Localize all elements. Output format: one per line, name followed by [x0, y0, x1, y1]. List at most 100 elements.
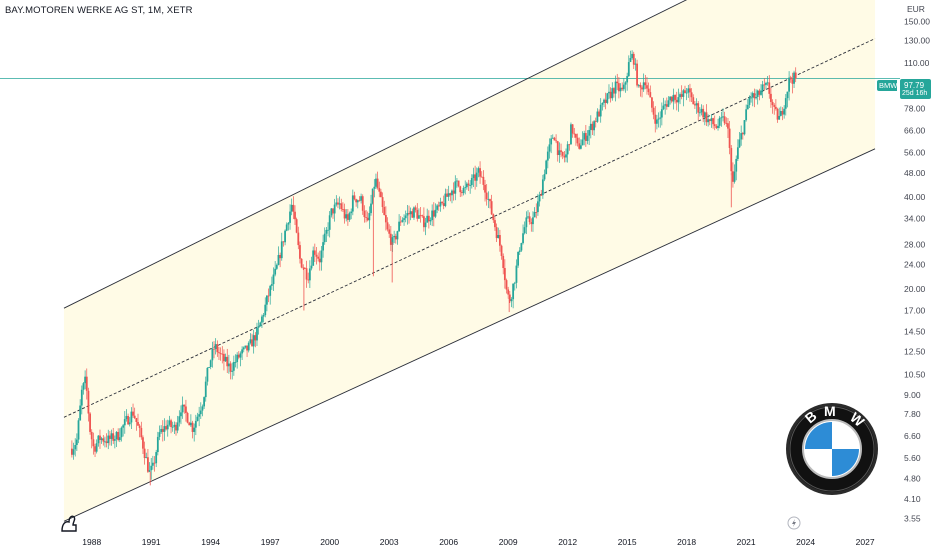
candle: [490, 194, 493, 216]
candle: [241, 346, 244, 360]
candle: [148, 462, 151, 473]
candle: [477, 166, 480, 178]
y-tick-label: 12.50: [904, 346, 926, 356]
candle: [738, 132, 741, 148]
candle: [214, 338, 217, 355]
candle: [665, 97, 668, 110]
candle: [421, 214, 424, 218]
candle: [576, 133, 579, 147]
candle: [508, 290, 511, 304]
candle: [280, 232, 283, 261]
candle: [768, 75, 771, 99]
candle: [206, 367, 209, 386]
candle: [216, 340, 219, 357]
candle: [180, 405, 182, 425]
candle: [389, 225, 392, 252]
candle: [145, 452, 148, 459]
y-tick-label: 17.00: [904, 305, 926, 315]
candle: [355, 198, 358, 207]
x-axis[interactable]: 1988 1991 1994 1997 2000 2003 2006 2009 2012 2015…: [82, 537, 875, 547]
candle: [424, 217, 427, 236]
y-tick-label: 78.00: [904, 103, 926, 113]
candle: [507, 286, 510, 299]
channel-middle-line[interactable]: [63, 38, 876, 418]
candle: [771, 99, 774, 114]
lightning-icon[interactable]: [787, 516, 801, 530]
tradingview-dino-icon[interactable]: [61, 515, 77, 532]
candle: [305, 260, 308, 288]
candle: [223, 349, 225, 371]
channel-lower-line[interactable]: [63, 148, 876, 522]
candle: [175, 422, 177, 436]
y-tick-label: 24.00: [904, 260, 926, 270]
candle: [575, 133, 577, 146]
bar-countdown: 25d 16h: [902, 90, 928, 97]
candle: [318, 250, 321, 271]
candle: [201, 404, 204, 417]
candle: [204, 376, 207, 402]
candle: [142, 435, 144, 454]
candle: [426, 208, 429, 223]
candle: [624, 81, 627, 93]
candle: [234, 354, 237, 368]
candle: [356, 199, 359, 209]
x-tick-label: 2024: [796, 537, 815, 547]
candle: [670, 96, 673, 104]
candle: [294, 205, 296, 225]
candle: [135, 417, 138, 431]
y-tick-label: 66.00: [904, 126, 926, 136]
candle: [619, 83, 622, 98]
candle: [95, 439, 98, 454]
candle: [178, 410, 181, 427]
candle: [221, 346, 224, 364]
candle: [236, 352, 239, 369]
candle: [246, 345, 248, 358]
candle: [287, 222, 290, 231]
candle: [636, 59, 638, 88]
candle: [199, 402, 202, 419]
candle: [112, 427, 115, 445]
candle: [358, 196, 361, 202]
candle: [651, 97, 653, 113]
candle: [173, 421, 176, 435]
candle: [330, 208, 333, 218]
candle: [147, 448, 149, 473]
candle: [289, 204, 291, 230]
candle: [211, 341, 214, 368]
y-tick-label: 150.00: [904, 17, 930, 27]
y-tick-label: 56.00: [904, 147, 926, 157]
candle: [218, 347, 220, 360]
candle: [465, 181, 468, 190]
y-tick-label: 9.00: [904, 390, 921, 400]
candle: [107, 429, 110, 450]
candle: [239, 351, 242, 367]
candle: [626, 72, 629, 91]
chart-title: BAY.MOTOREN WERKE AG ST, 1M, XETR: [5, 5, 193, 16]
candle: [454, 175, 457, 201]
candle: [720, 111, 723, 127]
candle: [290, 198, 293, 216]
symbol-label: BMW: [879, 81, 898, 90]
channel-upper-line[interactable]: [63, 0, 792, 309]
candle: [452, 182, 455, 201]
y-tick-label: 40.00: [904, 192, 926, 202]
candle: [176, 415, 179, 434]
candle: [353, 191, 356, 201]
candle: [188, 421, 191, 426]
y-axis[interactable]: EUR 150.00 130.00 110.00 78.00 66.00 56.00 48.…: [904, 4, 930, 523]
candle: [669, 96, 672, 105]
candle: [765, 81, 767, 90]
candle: [328, 211, 331, 238]
candle: [181, 396, 184, 419]
candle: [401, 217, 404, 223]
candle: [474, 165, 477, 190]
candle: [342, 202, 344, 212]
y-tick-label: 130.00: [904, 36, 930, 46]
candle: [127, 413, 129, 425]
candle: [598, 109, 600, 117]
candle: [138, 423, 141, 438]
candle: [94, 443, 96, 457]
candle: [418, 208, 420, 219]
candle: [680, 85, 683, 100]
